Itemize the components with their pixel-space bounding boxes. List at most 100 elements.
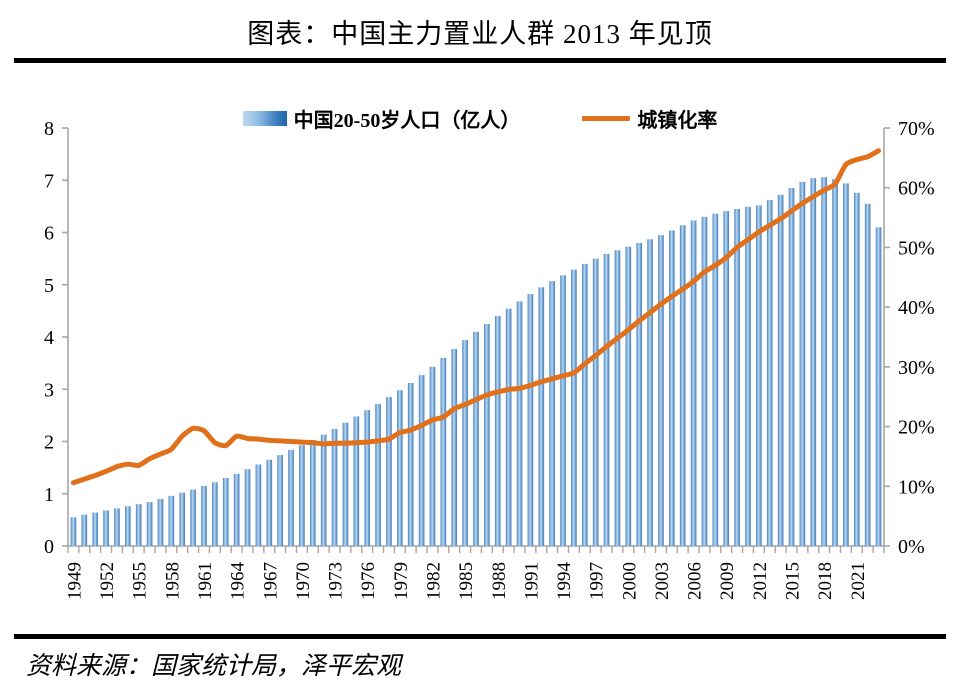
bar <box>353 416 360 546</box>
x-tick-label: 1982 <box>423 562 444 600</box>
bar <box>201 485 207 546</box>
bar <box>342 422 349 546</box>
x-tick-label: 1961 <box>195 562 216 600</box>
legend-label-urbanization: 城镇化率 <box>637 110 718 132</box>
bar <box>603 253 610 547</box>
bar <box>494 316 501 546</box>
bar <box>233 473 240 546</box>
bar <box>538 287 545 546</box>
y-tick-label-left: 8 <box>44 118 54 140</box>
x-tick-label: 1997 <box>587 562 608 600</box>
bar <box>331 428 338 546</box>
x-tick-label: 1991 <box>521 562 542 600</box>
bar <box>734 208 740 546</box>
y-tick-label-left: 4 <box>44 327 54 349</box>
x-tick-label: 1988 <box>489 562 510 600</box>
bar <box>418 375 425 546</box>
bar <box>756 205 762 546</box>
plot-area: 0 1 2 3 4 5 6 7 8 0% 10% 20% 30% 40% 50% 60% 70% 1949 1952… <box>0 118 960 618</box>
bar <box>451 349 458 546</box>
bar <box>875 227 882 546</box>
page-title: 图表：中国主力置业人群 2013 年见顶 <box>247 18 713 49</box>
bar <box>255 464 262 546</box>
bar <box>244 469 251 546</box>
y-tick-label-left: 5 <box>44 275 54 297</box>
bar <box>723 211 730 546</box>
x-tick-label: 2015 <box>783 562 804 600</box>
bar <box>669 230 675 546</box>
x-tick-label: 2009 <box>717 562 738 600</box>
bar <box>810 178 817 546</box>
bar <box>560 275 566 546</box>
chart-legend: 中国20-50岁人口（亿人） 城镇化率 <box>0 104 960 133</box>
bar <box>277 455 283 546</box>
bar <box>745 206 751 546</box>
x-tick-label: 1952 <box>97 562 118 600</box>
bar <box>157 498 164 546</box>
bar <box>309 439 316 546</box>
bar <box>701 216 708 546</box>
bar <box>636 242 643 546</box>
urbanization-line <box>70 148 882 486</box>
bar <box>505 308 512 546</box>
bar <box>386 397 392 546</box>
line-swatch-icon <box>582 116 631 121</box>
bar <box>658 235 664 547</box>
y-tick-label-left: 6 <box>44 223 54 245</box>
bar <box>853 192 860 546</box>
bar <box>135 504 142 546</box>
x-tick-label: 2018 <box>815 562 836 600</box>
bar <box>527 294 534 546</box>
x-tick-label: 2012 <box>750 562 771 600</box>
x-tick-label: 2021 <box>848 562 869 600</box>
bar <box>799 181 806 546</box>
bar <box>179 492 186 546</box>
bar <box>266 459 273 546</box>
y-tick-label-right: 40% <box>898 297 935 319</box>
bar <box>81 514 88 546</box>
bars-layer <box>70 177 882 547</box>
bar <box>777 194 784 546</box>
x-tick-label: 1973 <box>326 562 347 600</box>
source-note: 资料来源：国家统计局，泽平宏观 <box>26 653 402 680</box>
y-tick-label-left: 0 <box>44 536 54 558</box>
x-tick-label: 1985 <box>456 562 477 600</box>
bar <box>647 239 653 546</box>
bar <box>788 188 795 546</box>
bar <box>625 246 632 547</box>
bar <box>299 445 305 546</box>
bar <box>288 449 294 546</box>
x-tick-label: 1964 <box>228 562 249 601</box>
bar <box>484 323 490 546</box>
bar <box>614 250 621 546</box>
bar <box>92 512 99 546</box>
x-tick-label: 1967 <box>260 562 281 600</box>
bar <box>146 502 153 546</box>
y-tick-label-right: 0% <box>898 536 925 558</box>
bar <box>581 263 588 546</box>
bar <box>429 366 436 546</box>
x-tick-label: 1979 <box>391 562 412 600</box>
bar <box>690 220 697 546</box>
bar <box>397 390 403 546</box>
bar <box>407 382 414 546</box>
bar <box>832 179 838 546</box>
bar <box>168 495 175 546</box>
bar <box>571 269 577 546</box>
bar <box>766 200 773 547</box>
chart-svg: 0 1 2 3 4 5 6 7 8 0% 10% 20% 30% 40% 50% 60% 70% 1949 1952… <box>44 118 935 601</box>
bar <box>592 258 599 547</box>
source-divider <box>14 634 946 639</box>
bar <box>821 177 827 546</box>
bar <box>364 410 371 546</box>
y-tick-label-right: 10% <box>898 476 935 498</box>
y-tick-label-left: 3 <box>44 379 54 401</box>
x-tick-label: 1994 <box>554 562 575 601</box>
x-tick-label: 2000 <box>619 562 640 600</box>
y-tick-label-left: 1 <box>44 484 54 506</box>
x-tick-label: 2006 <box>685 562 706 600</box>
legend-item-urbanization: 城镇化率 <box>582 104 717 133</box>
bar <box>473 331 479 546</box>
x-tick-label: 1955 <box>130 562 151 600</box>
